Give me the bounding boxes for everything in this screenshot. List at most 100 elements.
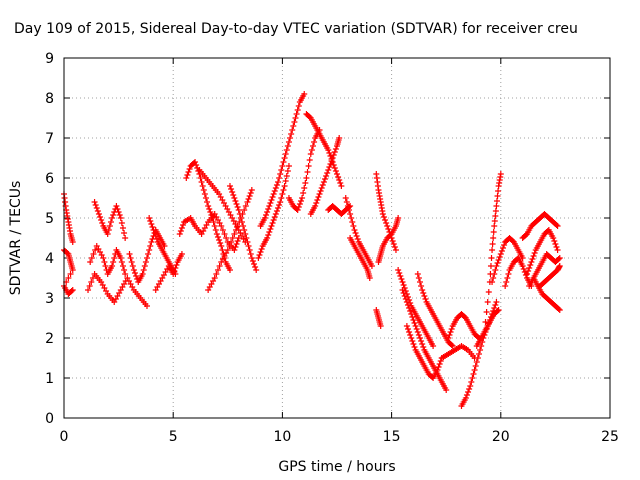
x-tick-label: 5 [169,429,178,445]
data-point [343,199,350,205]
data-point [338,183,345,189]
data-point [493,299,500,305]
data-point [475,351,482,357]
data-point [327,161,334,167]
data-point [231,247,238,253]
data-point [275,179,282,185]
data-point [412,323,419,329]
y-tick-label: 7 [45,131,54,147]
data-point [418,283,425,289]
data-point [247,251,254,257]
data-point [214,234,221,240]
data-point [495,307,502,313]
data-point [277,171,284,177]
data-point [294,207,301,213]
data-point [264,235,271,241]
data-point [146,215,153,221]
series-arc-8 [152,251,185,293]
data-point [251,261,258,267]
data-point [176,231,183,237]
data-point [303,175,310,181]
data-point [178,225,185,231]
data-point [336,177,343,183]
data-point [216,237,223,243]
data-point [275,205,282,211]
data-point [244,199,251,205]
data-point [415,332,422,338]
data-point [114,206,121,212]
data-point [395,267,402,273]
data-point [336,135,343,141]
data-point [402,296,409,302]
data-point [172,265,179,271]
data-point [99,220,106,226]
data-point [328,158,335,164]
data-point [122,235,129,241]
data-point [231,231,238,237]
data-point [325,147,332,153]
series-arc-29 [445,311,482,341]
x-axis-label: GPS time / hours [278,459,395,475]
data-point [448,342,455,348]
data-point [280,187,287,193]
data-point [88,255,95,261]
data-point [499,245,506,251]
data-point [422,296,429,302]
data-point [520,266,527,272]
data-point [401,293,408,299]
data-point [198,179,205,185]
data-point [90,251,97,257]
data-point [119,225,126,231]
series-arc-39 [530,275,563,313]
data-point [530,253,537,259]
data-point [555,256,562,262]
data-point [289,127,296,133]
data-point [213,271,220,277]
data-point [116,212,123,218]
data-point [208,212,215,218]
data-point [326,150,333,156]
data-point [69,239,76,245]
data-point [404,326,411,332]
x-tick-label: 15 [383,429,401,445]
data-point [68,288,75,294]
data-point [69,267,76,273]
data-point [466,386,473,392]
series-arc-34 [489,235,526,285]
data-point [498,248,505,254]
data-point [171,268,178,274]
data-point [281,183,288,189]
data-point [213,231,220,237]
data-point [218,243,225,249]
series-arc-6 [126,227,168,285]
data-point [504,275,511,281]
data-point [308,147,315,153]
data-point [448,326,455,332]
data-point [553,244,560,250]
data-point [528,259,535,265]
data-point [331,165,338,171]
data-point [484,299,491,305]
data-point [91,199,98,205]
data-point [232,244,239,250]
data-point [121,267,128,273]
data-point [197,175,204,181]
data-point [471,367,478,373]
data-point [129,263,136,269]
data-point [553,222,560,228]
data-point [556,307,563,313]
x-tick-label: 10 [273,429,291,445]
data-point [283,173,290,179]
data-point [233,241,240,247]
data-point [272,185,279,191]
data-point [268,197,275,203]
data-point [352,230,359,236]
data-point [320,179,327,185]
data-point [465,389,472,395]
data-point [118,220,125,226]
data-point [211,275,218,281]
data-point [366,275,373,281]
data-point [293,111,300,117]
data-point [489,247,496,253]
data-point [248,255,255,261]
